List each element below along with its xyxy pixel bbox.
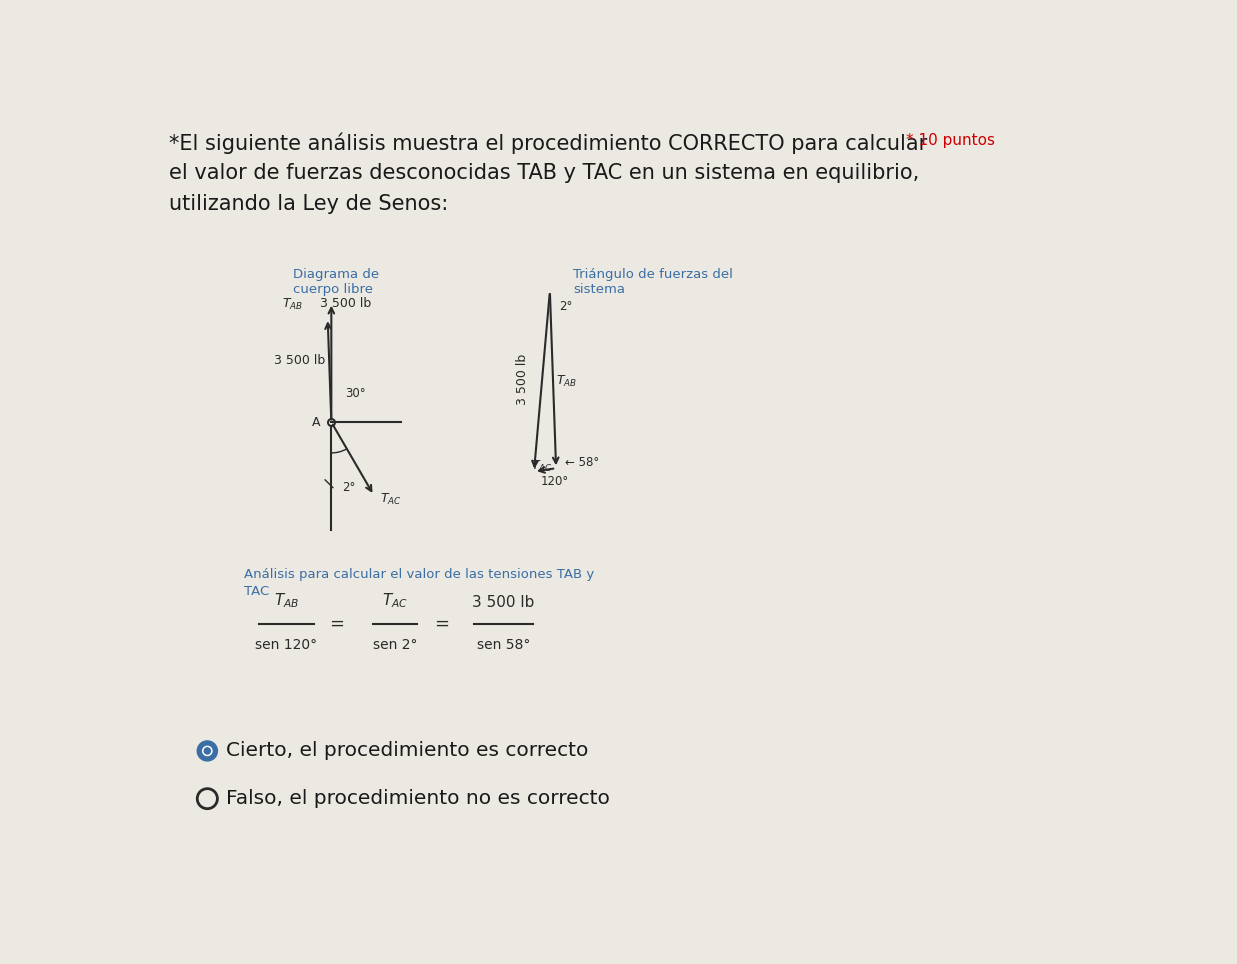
Text: $T_{AC}$: $T_{AC}$ [531,459,552,474]
Text: =: = [434,615,449,633]
Text: el valor de fuerzas desconocidas TAB y TAC en un sistema en equilibrio,: el valor de fuerzas desconocidas TAB y T… [168,164,919,183]
Text: Triángulo de fuerzas del
sistema: Triángulo de fuerzas del sistema [573,268,734,296]
Text: 3 500 lb: 3 500 lb [473,595,534,610]
Text: 30°: 30° [345,388,366,400]
Text: sen 120°: sen 120° [255,638,318,652]
Text: ← 58°: ← 58° [565,456,600,469]
Text: Diagrama de
cuerpo libre: Diagrama de cuerpo libre [293,268,379,296]
Text: Falso, el procedimiento no es correcto: Falso, el procedimiento no es correcto [226,790,610,808]
Text: sen 2°: sen 2° [372,638,417,652]
Circle shape [203,746,212,756]
Text: $T_{AC}$: $T_{AC}$ [382,591,408,610]
Text: 2°: 2° [559,301,573,313]
Text: 3 500 lb: 3 500 lb [516,354,529,405]
Circle shape [197,741,218,761]
Text: $T_{AB}$: $T_{AB}$ [555,374,576,388]
Text: 120°: 120° [541,475,569,489]
Text: A: A [312,415,320,429]
Text: $T_{AB}$: $T_{AB}$ [282,297,303,312]
Text: $T_{AB}$: $T_{AB}$ [273,591,299,610]
Circle shape [204,748,210,754]
Text: utilizando la Ley de Senos:: utilizando la Ley de Senos: [168,194,448,214]
Text: Análisis para calcular el valor de las tensiones TAB y
TAC: Análisis para calcular el valor de las t… [244,569,594,599]
Text: sen 58°: sen 58° [476,638,531,652]
Text: =: = [329,615,344,633]
Text: $T_{AC}$: $T_{AC}$ [380,492,402,507]
Text: *El siguiente análisis muestra el procedimiento CORRECTO para calcular: *El siguiente análisis muestra el proced… [168,133,927,154]
Text: 2°: 2° [343,481,355,495]
Text: 3 500 lb: 3 500 lb [273,354,325,367]
Text: 3 500 lb: 3 500 lb [319,297,371,309]
Text: Cierto, el procedimiento es correcto: Cierto, el procedimiento es correcto [226,741,589,761]
Text: * 10 puntos: * 10 puntos [907,133,996,147]
